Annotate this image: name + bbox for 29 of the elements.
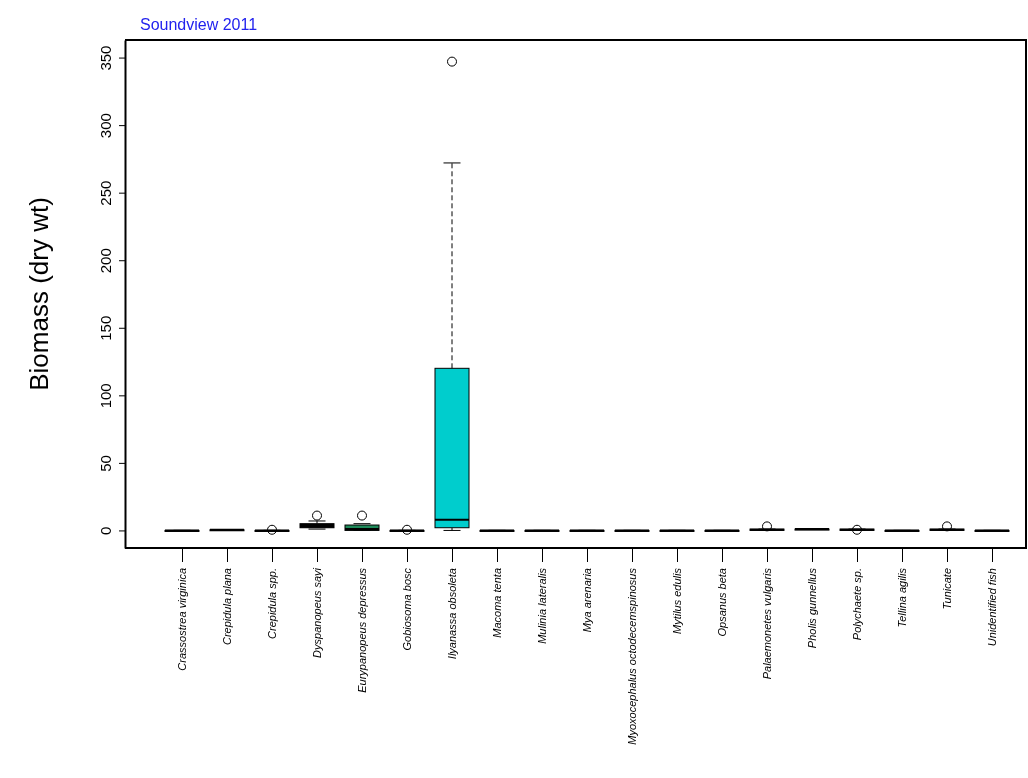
x-tick-label: Dyspanopeus sayi (311, 567, 324, 658)
y-tick-label: 100 (97, 383, 114, 409)
y-tick-label: 150 (97, 315, 114, 341)
y-tick-label: 300 (97, 113, 114, 139)
x-tick-label: Polychaete sp. (851, 568, 864, 641)
y-tick-label: 50 (97, 455, 114, 472)
x-tick-label: Eurypanopeus depressus (356, 567, 369, 693)
x-tick-label: Tunicate (941, 568, 954, 610)
x-tick-label: Crepidula plana (221, 568, 234, 646)
x-tick-label: Crepidula spp. (266, 568, 279, 639)
x-tick-label: Mytilus edulis (671, 567, 684, 635)
x-tick-label: Pholis gunnellus (806, 567, 819, 649)
y-axis-title: Biomass (dry wt) (24, 197, 54, 391)
x-tick-label: Macoma tenta (491, 568, 504, 638)
x-tick-label: Ilyanassa obsoleta (446, 568, 459, 660)
x-tick-label: Myoxocephalus octodecemspinosus (626, 567, 639, 745)
x-tick-label: Crassostrea virginica (176, 568, 189, 671)
x-tick-label: Unidentified fish (986, 568, 999, 647)
y-tick-label: 200 (97, 248, 114, 274)
x-tick-label: Mulinia lateralis (536, 567, 549, 644)
x-tick-label: Opsanus beta (716, 568, 729, 637)
x-tick-label: Mya arenaria (581, 568, 594, 633)
chart-title: Soundview 2011 (140, 16, 258, 33)
x-tick-label: Gobiosoma bosc (401, 567, 414, 651)
y-tick-label: 0 (97, 526, 114, 536)
y-tick-label: 350 (97, 45, 114, 71)
x-tick-label: Tellina agilis (896, 567, 909, 628)
x-tick-label: Palaemonetes vulgaris (761, 567, 774, 680)
y-tick-label: 250 (97, 180, 114, 206)
